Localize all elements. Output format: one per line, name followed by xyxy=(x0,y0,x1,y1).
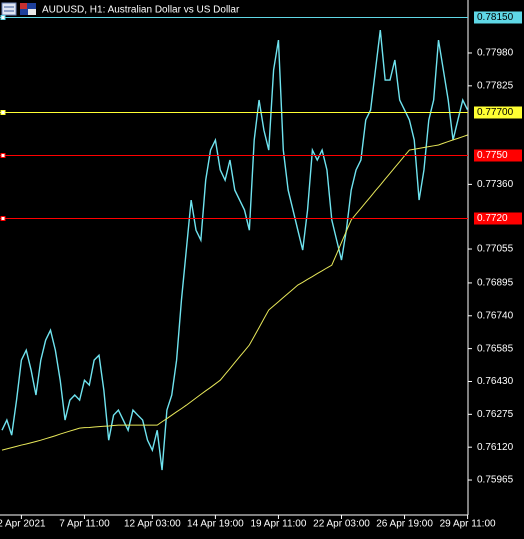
y-tick-label: 0.75965 xyxy=(477,475,514,486)
x-tick-label: 2 Apr 2021 xyxy=(0,519,46,530)
level-handle xyxy=(0,153,6,158)
moving-average xyxy=(1,134,468,451)
level-label-box xyxy=(474,106,522,119)
y-tick-label: 0.76430 xyxy=(477,376,514,387)
price-line xyxy=(1,30,469,471)
y-tick-label: 0.77360 xyxy=(477,179,514,190)
y-tick-label: 0.76740 xyxy=(477,310,514,321)
x-tick-label: 26 Apr 19:00 xyxy=(376,519,433,530)
y-tick-label: 0.76895 xyxy=(477,278,514,289)
level-handle xyxy=(0,216,6,221)
y-tick-label: 0.76585 xyxy=(477,343,514,354)
menu-icon xyxy=(1,2,17,16)
level-label: 0.78150 xyxy=(477,12,514,23)
y-tick-label: 0.76120 xyxy=(477,442,514,453)
x-tick-label: 12 Apr 03:00 xyxy=(124,519,181,530)
chart-title: AUDUSD, H1: Australian Dollar vs US Doll… xyxy=(42,5,240,16)
x-tick-label: 19 Apr 11:00 xyxy=(250,519,306,530)
flag-part xyxy=(28,9,36,15)
level-label: 0.7720 xyxy=(477,213,508,224)
level-handle xyxy=(0,110,6,115)
y-tick-label: 0.77825 xyxy=(477,80,514,91)
level-label: 0.77700 xyxy=(477,107,514,118)
y-tick-label: 0.76275 xyxy=(477,409,514,420)
x-tick-label: 29 Apr 11:00 xyxy=(440,519,496,530)
level-label-box xyxy=(474,11,522,24)
y-tick-label: 0.77055 xyxy=(477,244,514,255)
level-handle xyxy=(0,15,6,20)
level-label: 0.7750 xyxy=(477,150,508,161)
flag-part xyxy=(20,3,27,9)
x-tick-label: 22 Apr 03:00 xyxy=(313,519,370,530)
y-tick-label: 0.77980 xyxy=(477,48,514,59)
level-label-box xyxy=(474,149,522,162)
toolbar-icons xyxy=(1,2,36,16)
level-label-box xyxy=(474,212,522,225)
x-tick-label: 7 Apr 11:00 xyxy=(59,519,110,530)
x-tick-label: 14 Apr 19:00 xyxy=(187,519,244,530)
